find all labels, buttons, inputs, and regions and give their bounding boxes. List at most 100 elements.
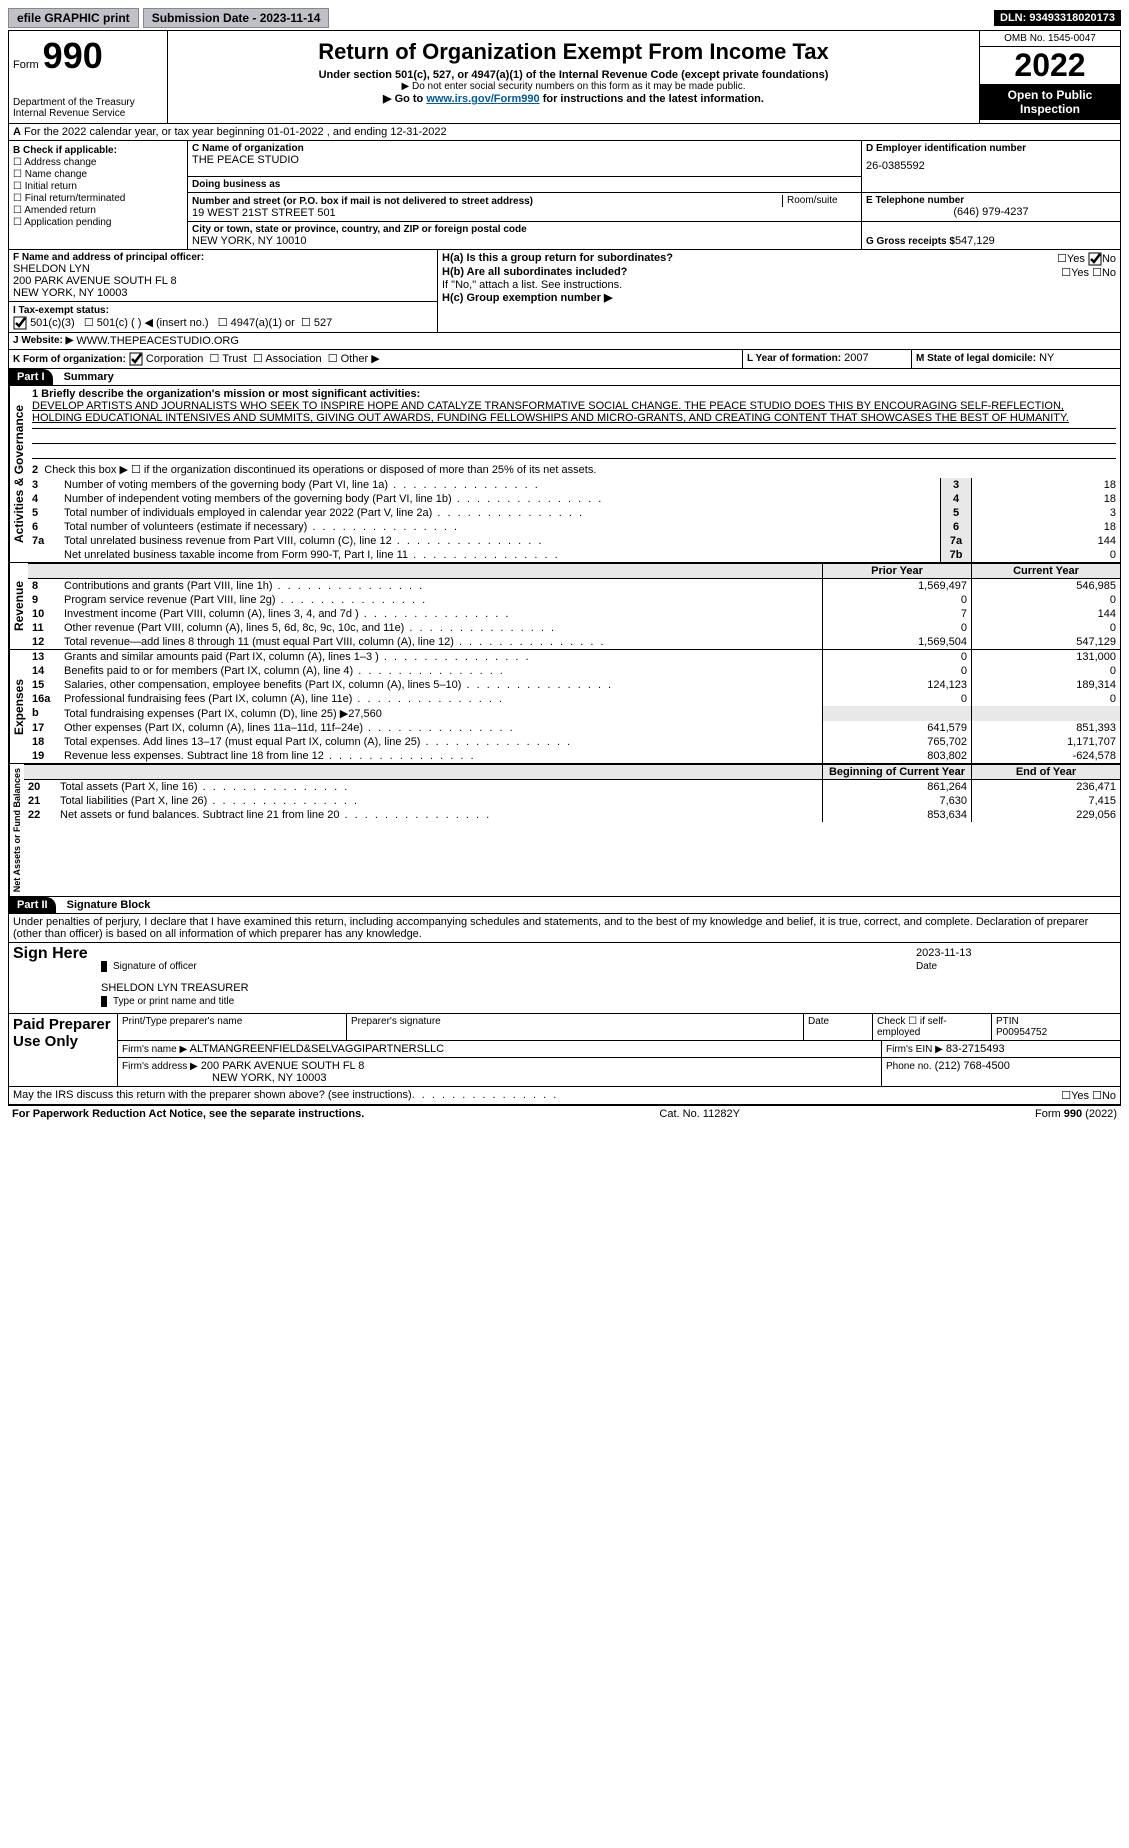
box-b: B Check if applicable: ☐ Address change … <box>9 141 188 249</box>
sig-date-label: Date <box>916 961 1116 972</box>
city-label: City or town, state or province, country… <box>192 224 857 235</box>
discuss-no[interactable]: No <box>1102 1090 1116 1102</box>
cb-final[interactable]: Final return/terminated <box>25 193 126 204</box>
cb-initial[interactable]: Initial return <box>25 181 77 192</box>
pra-notice: For Paperwork Reduction Act Notice, see … <box>12 1108 364 1120</box>
cb-amended[interactable]: Amended return <box>24 205 96 216</box>
part2-badge: Part II <box>9 897 56 913</box>
firm-ein: 83-2715493 <box>946 1043 1005 1055</box>
k-other[interactable]: Other ▶ <box>341 353 380 365</box>
table-row: 16aProfessional fundraising fees (Part I… <box>28 692 1120 706</box>
open-public-badge: Open to Public Inspection <box>980 84 1120 120</box>
d-label: D Employer identification number <box>866 143 1116 154</box>
k-corp[interactable]: Corporation <box>146 353 203 365</box>
current-year-header: Current Year <box>972 564 1121 579</box>
ha-no[interactable]: No <box>1102 253 1116 265</box>
box-b-title: B Check if applicable: <box>13 145 183 156</box>
ssn-warning: ▶ Do not enter social security numbers o… <box>172 81 975 92</box>
firm-name: ALTMANGREENFIELD&SELVAGGIPARTNERSLLC <box>190 1043 445 1055</box>
prep-phone: (212) 768-4500 <box>935 1060 1010 1072</box>
ha-yes[interactable]: Yes <box>1067 253 1085 265</box>
table-row: Net unrelated business taxable income fr… <box>28 548 1120 562</box>
k-trust[interactable]: Trust <box>222 353 247 365</box>
l-label: L Year of formation: <box>747 353 841 364</box>
f-label: F Name and address of principal officer: <box>13 252 433 263</box>
website: WWW.THEPEACESTUDIO.ORG <box>76 335 239 347</box>
dept-label: Department of the Treasury <box>13 97 163 108</box>
table-row: 5Total number of individuals employed in… <box>28 506 1120 520</box>
discuss-yes[interactable]: Yes <box>1071 1090 1089 1102</box>
sig-officer-label: Signature of officer <box>113 961 916 972</box>
opt-501c3[interactable]: 501(c)(3) <box>30 317 75 329</box>
opt-527[interactable]: 527 <box>314 317 332 329</box>
end-year-header: End of Year <box>972 765 1121 780</box>
sign-here-label: Sign Here <box>9 943 97 1013</box>
cb-pending[interactable]: Application pending <box>24 217 111 228</box>
ptin: P00954752 <box>996 1027 1116 1038</box>
table-row: 10Investment income (Part VIII, column (… <box>28 607 1120 621</box>
period-text: For the 2022 calendar year, or tax year … <box>24 126 447 138</box>
city: NEW YORK, NY 10010 <box>192 235 857 247</box>
top-bar: efile GRAPHIC print Submission Date - 20… <box>8 8 1121 28</box>
net-table: Beginning of Current YearEnd of Year 20T… <box>24 764 1120 822</box>
paid-preparer-label: Paid Preparer Use Only <box>9 1014 118 1086</box>
form-header: Form 990 Department of the Treasury Inte… <box>9 31 1120 124</box>
form-word: Form <box>13 59 39 71</box>
opt-4947[interactable]: 4947(a)(1) or <box>231 317 295 329</box>
m-val: NY <box>1039 352 1054 364</box>
goto-post: for instructions and the latest informat… <box>540 93 764 105</box>
opt-501c[interactable]: 501(c) ( ) ◀ (insert no.) <box>97 317 209 329</box>
i-label: I Tax-exempt status: <box>13 305 109 316</box>
submission-date-button[interactable]: Submission Date - 2023-11-14 <box>143 8 330 28</box>
table-row: bTotal fundraising expenses (Part IX, co… <box>28 706 1120 721</box>
line2-text: Check this box ▶ ☐ if the organization d… <box>44 464 596 476</box>
table-row: 17Other expenses (Part IX, column (A), l… <box>28 721 1120 735</box>
type-print-label: Type or print name and title <box>101 996 1116 1007</box>
hb-yes[interactable]: Yes <box>1071 267 1089 279</box>
officer-addr1: 200 PARK AVENUE SOUTH FL 8 <box>13 275 433 287</box>
form-title: Return of Organization Exempt From Incom… <box>172 39 975 65</box>
table-row: 18Total expenses. Add lines 13–17 (must … <box>28 735 1120 749</box>
g-label: G Gross receipts $ <box>866 236 955 247</box>
hb-no[interactable]: No <box>1102 267 1116 279</box>
table-row: 22Net assets or fund balances. Subtract … <box>24 808 1120 822</box>
period-line: A For the 2022 calendar year, or tax yea… <box>9 124 1120 141</box>
firm-addr-label: Firm's address ▶ <box>122 1061 198 1072</box>
hc-label: H(c) Group exemption number ▶ <box>442 292 612 304</box>
rev-section-label: Revenue <box>9 563 28 649</box>
ptin-label: PTIN <box>996 1016 1116 1027</box>
discuss-text: May the IRS discuss this return with the… <box>13 1089 412 1102</box>
rev-table: Prior YearCurrent Year 8Contributions an… <box>28 563 1120 649</box>
goto-pre: ▶ Go to <box>383 93 426 105</box>
part1-badge: Part I <box>9 369 53 385</box>
k-assoc[interactable]: Association <box>265 353 321 365</box>
ein: 26-0385592 <box>866 160 1116 172</box>
efile-button[interactable]: efile GRAPHIC print <box>8 8 139 28</box>
form-container: Form 990 Department of the Treasury Inte… <box>8 30 1121 1106</box>
irs-label: Internal Revenue Service <box>13 108 163 119</box>
table-row: 19Revenue less expenses. Subtract line 1… <box>28 749 1120 763</box>
l-val: 2007 <box>844 352 868 364</box>
net-section-label: Net Assets or Fund Balances <box>9 764 24 896</box>
table-row: 8Contributions and grants (Part VIII, li… <box>28 579 1120 594</box>
instructions-link[interactable]: www.irs.gov/Form990 <box>426 93 539 105</box>
cat-no: Cat. No. 11282Y <box>659 1108 740 1120</box>
prep-selfemp-h: Check ☐ if self-employed <box>873 1014 992 1040</box>
cb-address[interactable]: Address change <box>24 157 96 168</box>
table-row: 6Total number of volunteers (estimate if… <box>28 520 1120 534</box>
under-section: Under section 501(c), 527, or 4947(a)(1)… <box>172 69 975 81</box>
cb-name[interactable]: Name change <box>25 169 87 180</box>
penalty-text: Under penalties of perjury, I declare th… <box>9 914 1120 943</box>
table-row: 13Grants and similar amounts paid (Part … <box>28 650 1120 664</box>
table-row: 9Program service revenue (Part VIII, lin… <box>28 593 1120 607</box>
m-label: M State of legal domicile: <box>916 353 1036 364</box>
dln-label: DLN: 93493318020173 <box>994 10 1121 26</box>
phone: (646) 979-4237 <box>866 206 1116 218</box>
firm-addr2: NEW YORK, NY 10003 <box>212 1072 327 1084</box>
part1-title: Summary <box>64 371 114 383</box>
dba-label: Doing business as <box>192 179 857 190</box>
hb-label: H(b) Are all subordinates included? <box>442 266 627 278</box>
ha-label: H(a) Is this a group return for subordin… <box>442 252 673 264</box>
prior-year-header: Prior Year <box>823 564 972 579</box>
mission-text: DEVELOP ARTISTS AND JOURNALISTS WHO SEEK… <box>32 400 1069 424</box>
